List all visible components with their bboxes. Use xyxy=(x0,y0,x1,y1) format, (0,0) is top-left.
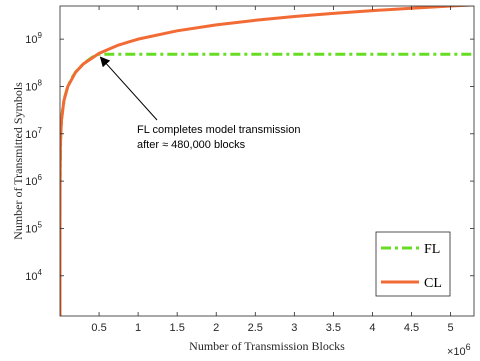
legend-box xyxy=(375,231,451,297)
annotation-line-1: FL completes model transmission xyxy=(137,124,300,136)
legend[interactable]: FL CL xyxy=(375,231,451,297)
x-tick-label: 4 xyxy=(369,322,375,334)
x-tick-label: 3 xyxy=(291,322,297,334)
x-tick-label: 2.5 xyxy=(248,322,263,334)
y-tick-label: 109 xyxy=(25,31,42,46)
annotation: FL completes model transmission after ≈ … xyxy=(99,56,300,151)
axes-layer: 0.5 1 1.5 2 2.5 3 3.5 4 4.5 5 104 105 106 107 108 109 xyxy=(25,5,475,334)
y-axis-title: Number of Transmitted Symbols xyxy=(11,82,25,240)
y-tick-label: 106 xyxy=(25,173,42,188)
x-exponent-label: ×106 xyxy=(447,342,471,358)
legend-label-cl: CL xyxy=(424,276,442,291)
legend-label-fl: FL xyxy=(424,242,440,257)
annotation-arrow xyxy=(99,56,158,121)
x-tick-label: 5 xyxy=(448,322,454,334)
y-tick-label: 105 xyxy=(25,220,42,235)
annotation-line-2: after ≈ 480,000 blocks xyxy=(137,139,246,151)
x-tick-label: 1 xyxy=(135,322,141,334)
x-axis-title: Number of Transmission Blocks xyxy=(189,339,345,353)
y-tick-label: 104 xyxy=(25,268,42,283)
x-tick-label: 4.5 xyxy=(404,322,419,334)
x-tick-label: 1.5 xyxy=(170,322,185,334)
x-tick-label: 3.5 xyxy=(326,322,341,334)
plot-frame xyxy=(59,5,475,317)
y-tick-label: 108 xyxy=(25,78,42,93)
x-tick-label: 2 xyxy=(213,322,219,334)
y-tick-label: 107 xyxy=(25,126,42,141)
x-tick-label: 0.5 xyxy=(91,322,106,334)
